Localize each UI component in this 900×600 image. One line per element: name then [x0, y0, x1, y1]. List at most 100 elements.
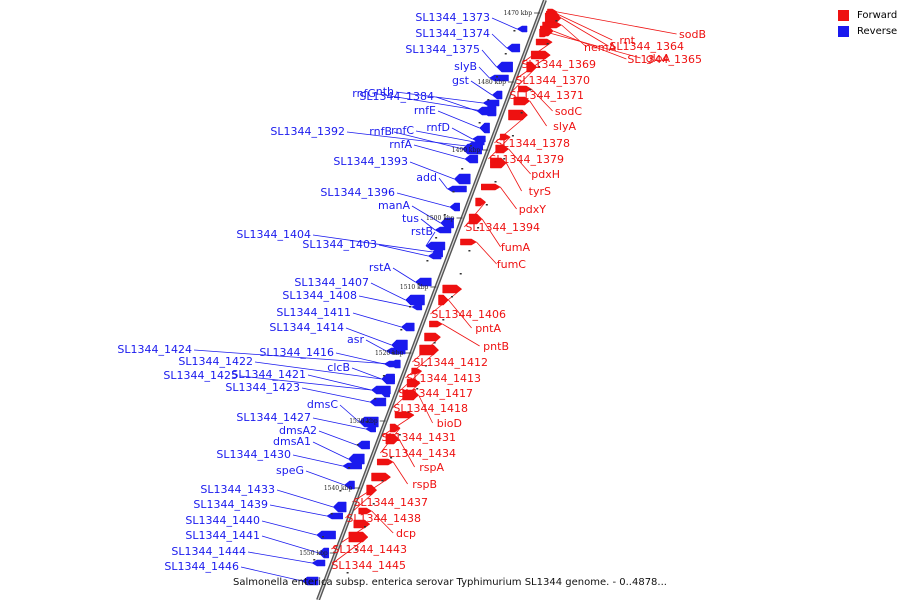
- leader-line-reverse: [491, 33, 508, 49]
- feature-dot: [433, 342, 436, 344]
- reverse-gene: [369, 397, 387, 407]
- leader-line-reverse: [240, 566, 303, 582]
- gene-label-forward: fumA: [501, 241, 531, 254]
- feature-dot: [372, 503, 375, 505]
- gene-label-reverse: SL1344_1374: [415, 27, 490, 40]
- leader-line-forward: [418, 394, 433, 424]
- reverse-gene: [356, 440, 370, 450]
- leader-line-reverse: [351, 367, 382, 380]
- feature-dot: [442, 319, 445, 321]
- reverse-gene: [342, 462, 362, 470]
- feature-dot: [452, 191, 455, 193]
- scale-tick: 1510 kbp: [400, 284, 437, 291]
- gene-label-reverse: SL1344_1439: [193, 498, 268, 511]
- forward-gene: [495, 144, 510, 154]
- gene-label-reverse: SL1344_1396: [320, 186, 395, 199]
- leader-line-reverse: [491, 17, 518, 30]
- feature-dot: [478, 122, 481, 124]
- feature-dot: [477, 227, 480, 229]
- gene-label-forward: SL1344_1364: [609, 40, 684, 53]
- feature-dot: [348, 467, 351, 469]
- feature-dot: [496, 76, 499, 78]
- feature-dot: [504, 53, 507, 55]
- forward-gene: [475, 197, 486, 207]
- forward-gene: [411, 367, 423, 375]
- leader-line-reverse: [395, 91, 484, 104]
- leader-line-reverse: [254, 361, 382, 380]
- reverse-gene: [385, 347, 406, 355]
- leader-line-reverse: [352, 312, 402, 328]
- leader-line-reverse: [261, 520, 317, 536]
- leader-line-forward: [481, 218, 501, 248]
- forward-gene: [438, 294, 449, 306]
- reverse-gene: [381, 375, 395, 383]
- gene-label-reverse: SL1344_1441: [185, 529, 260, 542]
- forward-gene: [371, 472, 391, 482]
- reverse-gene: [358, 416, 379, 428]
- feature-dot: [304, 582, 307, 584]
- leader-line-reverse: [269, 504, 327, 517]
- feature-dot: [461, 168, 464, 170]
- leader-line-reverse: [377, 93, 484, 112]
- feature-dot: [529, 89, 532, 91]
- gene-label-forward: nemA: [584, 41, 616, 54]
- reverse-gene: [400, 322, 415, 332]
- reverse-gene: [427, 252, 442, 260]
- gene-label-forward: gloA: [646, 52, 671, 65]
- scale-tick: 1470 kbp: [504, 10, 541, 17]
- reverse-gene: [405, 294, 425, 306]
- legend-reverse: Reverse: [838, 24, 897, 39]
- gene-label-reverse: SL1344_1425: [163, 369, 238, 382]
- leader-line-reverse: [415, 130, 475, 143]
- forward-gene: [429, 320, 443, 328]
- leader-line-reverse: [413, 144, 465, 160]
- leader-line-reverse: [276, 489, 334, 508]
- leader-line-reverse: [247, 551, 313, 564]
- gene-features: [301, 8, 563, 586]
- gene-label-reverse: SL1344_1433: [200, 483, 275, 496]
- feature-dot: [321, 536, 324, 538]
- reverse-gene: [316, 530, 336, 540]
- legend-reverse-swatch: [838, 26, 849, 37]
- feature-dot: [416, 388, 419, 390]
- forward-gene: [490, 157, 507, 169]
- feature-dot: [468, 250, 471, 252]
- gene-label-reverse: SL1344_1373: [415, 11, 490, 24]
- feature-dot: [382, 375, 385, 377]
- feature-dot: [546, 43, 549, 45]
- reverse-gene: [473, 138, 485, 146]
- feature-dot: [363, 526, 366, 528]
- leader-line-reverse: [435, 96, 478, 112]
- feature-dot: [346, 572, 349, 574]
- gene-label-forward: tyrS: [529, 185, 551, 198]
- feature-dot: [469, 145, 472, 147]
- reverse-gene: [332, 501, 347, 513]
- leader-line-forward: [371, 510, 394, 534]
- gene-label-reverse: asr: [347, 333, 364, 346]
- feature-dot: [391, 352, 394, 354]
- leader-line-reverse: [305, 470, 345, 486]
- forward-gene: [348, 531, 369, 543]
- svg-text:1490 kbp: 1490 kbp: [452, 147, 481, 154]
- svg-text:1530 kbp: 1530 kbp: [349, 418, 378, 425]
- leader-line-forward: [553, 30, 627, 60]
- gene-label-reverse: rnfB: [369, 125, 392, 138]
- scale-tick: 1500 kbp: [426, 215, 463, 222]
- gene-label-reverse: manA: [378, 199, 410, 212]
- feature-dot: [400, 329, 403, 331]
- svg-text:1550 kbp: 1550 kbp: [299, 550, 328, 557]
- gene-label-reverse: rnfA: [389, 138, 412, 151]
- forward-gene: [481, 183, 501, 191]
- svg-text:1510 kbp: 1510 kbp: [400, 284, 429, 291]
- gene-label-reverse: SL1344_1446: [164, 560, 239, 573]
- reverse-gene: [326, 512, 344, 520]
- feature-dot: [330, 513, 333, 515]
- feature-dot: [339, 490, 342, 492]
- legend-forward-swatch: [838, 10, 849, 21]
- leader-line-reverse: [470, 80, 493, 96]
- gene-label-forward: pntB: [483, 340, 509, 353]
- gene-label-forward: slyA: [553, 120, 576, 133]
- leader-line-reverse: [346, 131, 467, 147]
- feature-dot: [503, 158, 506, 160]
- leader-line-forward: [499, 186, 517, 210]
